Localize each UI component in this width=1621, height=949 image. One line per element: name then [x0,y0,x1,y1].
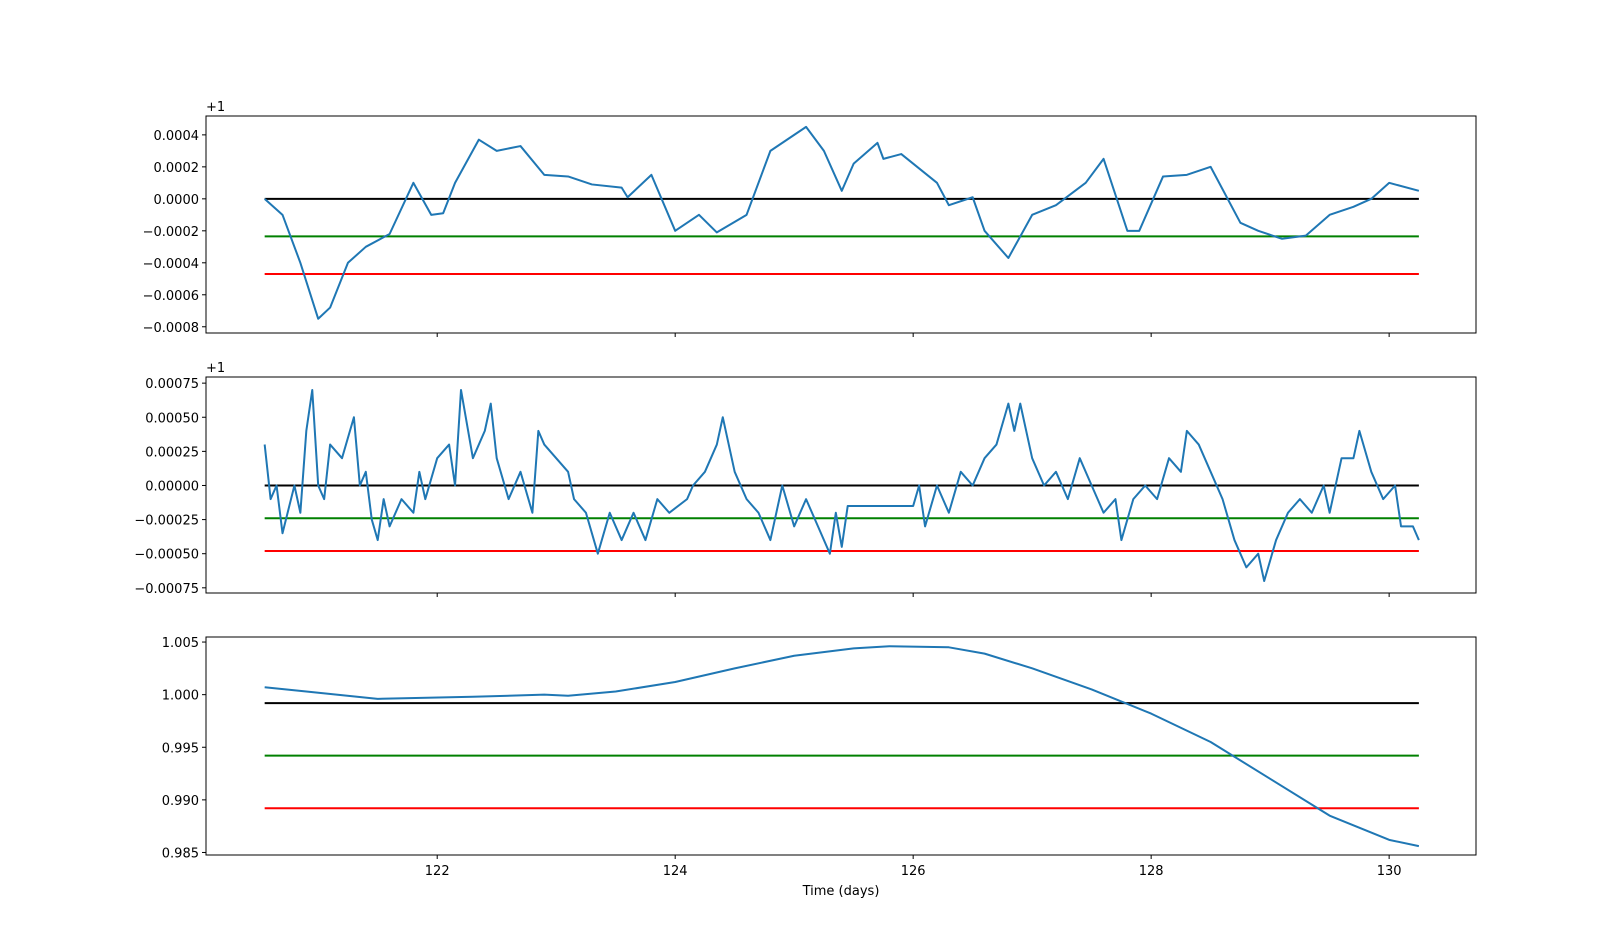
axes-frame [205,115,1477,334]
y-tick-label: −0.0002 [143,225,199,240]
y-tick-label: 0.0004 [154,129,200,144]
y-tick-label: 0.00025 [145,445,199,460]
y-tick-label: 1.000 [162,689,199,704]
x-axis-label: Time (days) [802,884,880,899]
y-tick-label: −0.0004 [143,257,199,272]
y-tick-label: 0.00000 [145,479,199,494]
y-tick-label: 0.00050 [145,411,199,426]
offset-text: +1 [206,361,225,376]
axes-frame [205,376,1477,594]
y-tick-label: −0.00025 [134,514,199,529]
y-tick-label: 0.00075 [145,377,199,392]
x-tick-label: 122 [425,864,450,879]
y-tick-label: −0.0006 [143,289,199,304]
axes-frame [205,636,1477,856]
y-tick-label: −0.00050 [134,548,199,563]
x-tick-label: 130 [1377,864,1402,879]
y-tick-label: 0.0002 [154,161,200,176]
y-tick-label: −0.00075 [134,582,199,597]
data-line [264,645,1420,848]
y-tick-label: 0.0000 [154,193,200,208]
y-tick-label: 0.995 [162,741,199,756]
x-tick-label: 128 [1139,864,1164,879]
x-tick-label: 126 [901,864,926,879]
y-tick-label: 0.985 [162,846,199,861]
x-tick-label: 124 [663,864,688,879]
y-tick-label: 0.990 [162,794,199,809]
data-line [263,125,1420,320]
data-line [263,388,1420,582]
y-tick-label: −0.0008 [143,321,199,336]
offset-text: +1 [206,100,225,115]
y-tick-label: 1.005 [162,636,199,651]
